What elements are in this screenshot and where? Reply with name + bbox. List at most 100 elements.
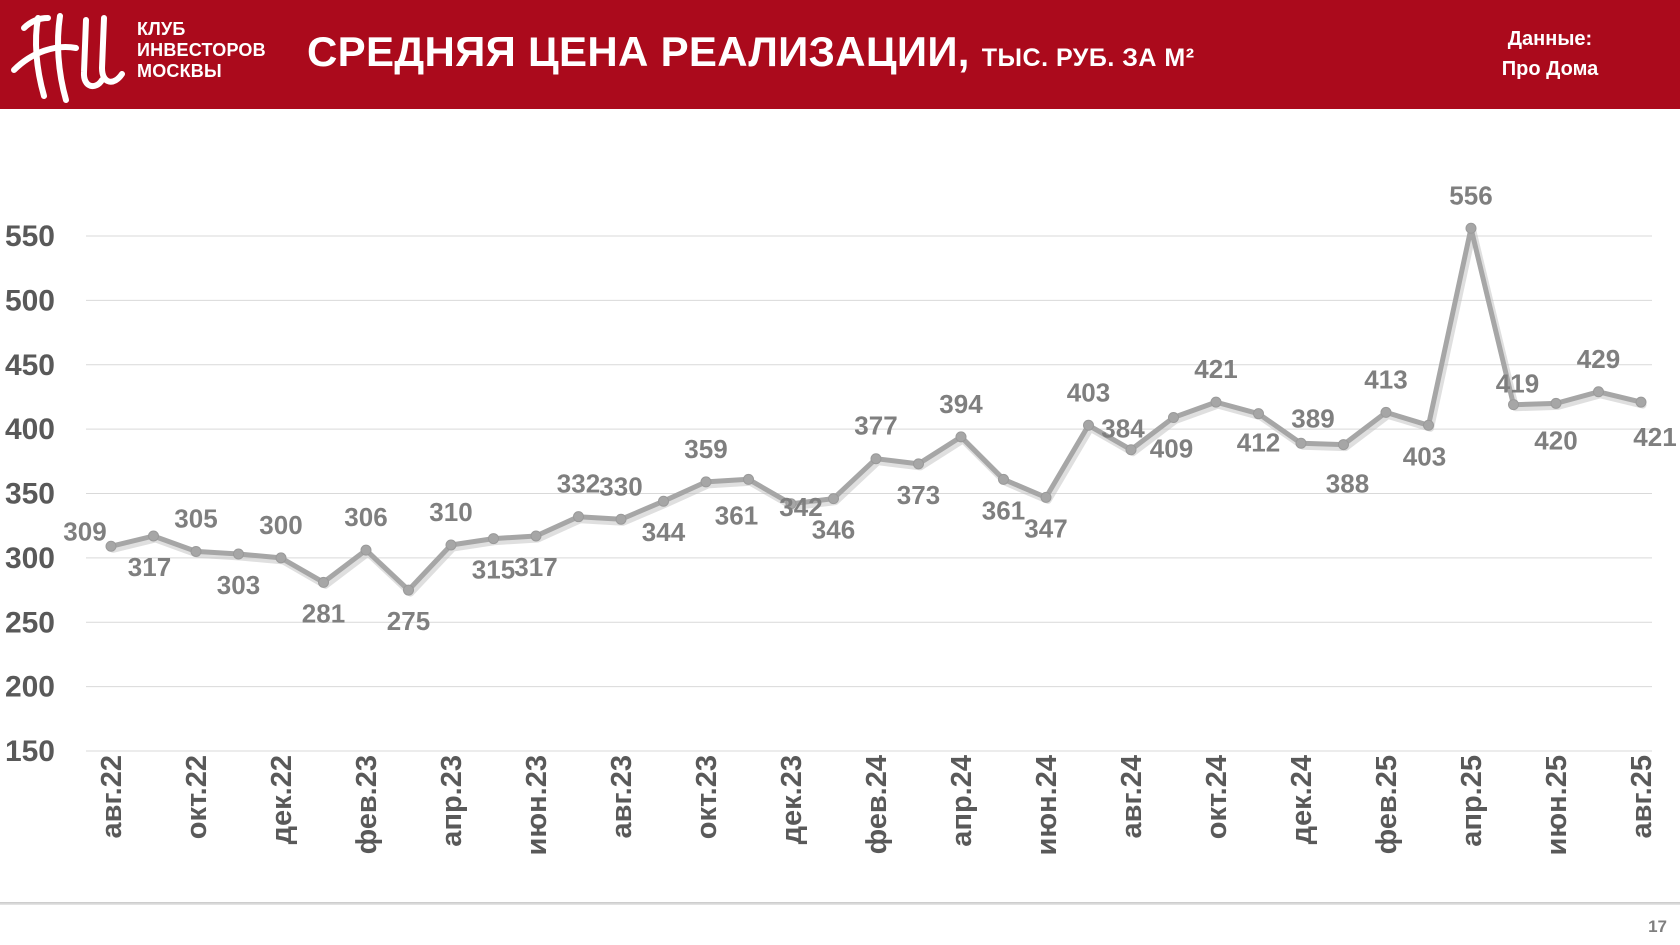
x-tick-label: окт.24 — [1201, 755, 1233, 839]
data-point — [1508, 399, 1519, 411]
y-tick-label: 400 — [5, 413, 55, 446]
data-point — [190, 545, 202, 557]
x-tick-label: авг.22 — [96, 755, 128, 838]
y-tick-label: 150 — [5, 735, 55, 768]
data-label: 420 — [1534, 425, 1577, 455]
data-source-name: Про Дома — [1501, 58, 1599, 80]
data-point — [1380, 406, 1392, 418]
data-label: 310 — [429, 497, 472, 527]
price-line-chart: 150 200 250 300 350 400 450 500 550 авг.22 окт.22 д… — [5, 180, 1677, 855]
y-tick-label: 250 — [5, 606, 55, 639]
data-label: 342 — [779, 492, 822, 522]
data-point — [955, 431, 967, 443]
data-point — [1083, 419, 1094, 431]
data-label: 389 — [1291, 403, 1334, 433]
data-label: 412 — [1237, 428, 1280, 458]
club-name-line-3: МОСКВЫ — [137, 61, 222, 81]
data-label: 332 — [557, 469, 600, 499]
y-tick-label: 450 — [5, 349, 55, 382]
data-point — [743, 473, 754, 485]
data-label: 347 — [1024, 513, 1067, 543]
data-label: 309 — [63, 516, 106, 546]
data-point — [275, 552, 287, 564]
data-point — [1210, 396, 1222, 408]
data-point — [445, 539, 457, 551]
data-label: 413 — [1364, 364, 1407, 394]
x-tick-label: авг.23 — [606, 755, 638, 838]
data-label: 346 — [812, 515, 855, 545]
data-point — [870, 453, 882, 465]
data-label: 330 — [599, 471, 642, 501]
data-point — [403, 584, 414, 596]
slide-title-unit: ТЫС. РУБ. ЗА М² — [981, 44, 1195, 72]
data-label: 421 — [1194, 354, 1237, 384]
data-label: 429 — [1577, 344, 1620, 374]
x-tick-label: июн.23 — [521, 755, 553, 855]
data-label: 315 — [472, 555, 515, 585]
data-label: 556 — [1449, 180, 1492, 210]
y-tick-label: 350 — [5, 478, 55, 511]
data-point — [573, 511, 584, 523]
data-label: 281 — [302, 598, 345, 628]
data-label: 373 — [897, 480, 940, 510]
y-tick-label: 500 — [5, 284, 55, 317]
data-label: 306 — [344, 502, 387, 532]
data-point — [828, 493, 839, 505]
y-tick-label: 300 — [5, 542, 55, 575]
data-point — [1125, 444, 1137, 456]
slide-title-main: СРЕДНЯЯ ЦЕНА РЕАЛИЗАЦИИ, — [307, 28, 970, 75]
x-tick-label: дек.22 — [266, 755, 298, 844]
data-label: 419 — [1496, 369, 1539, 399]
data-label: 403 — [1067, 377, 1110, 407]
x-tick-label: июн.25 — [1541, 755, 1573, 855]
data-label: 344 — [642, 517, 686, 547]
data-label: 361 — [982, 495, 1025, 525]
data-point — [360, 544, 372, 556]
x-tick-label: окт.22 — [181, 755, 213, 839]
data-point — [913, 458, 924, 470]
data-point — [615, 513, 627, 525]
data-point — [1295, 437, 1307, 449]
data-label: 421 — [1633, 422, 1676, 452]
slide-header: КЛУБ ИНВЕСТОРОВ МОСКВЫ СРЕДНЯЯ ЦЕНА РЕАЛ… — [0, 0, 1680, 109]
data-point — [700, 476, 712, 488]
data-label: 384 — [1101, 414, 1145, 444]
x-tick-label: окт.23 — [691, 755, 723, 839]
data-point — [1168, 412, 1179, 424]
data-point — [1635, 396, 1647, 408]
data-point — [148, 530, 159, 542]
data-source: Данные: Про Дома — [1480, 24, 1620, 84]
x-tick-label: авг.24 — [1116, 755, 1148, 838]
x-tick-label: дек.24 — [1286, 755, 1318, 844]
club-name: КЛУБ ИНВЕСТОРОВ МОСКВЫ — [137, 19, 277, 82]
data-label: 377 — [854, 411, 897, 441]
data-label: 317 — [514, 552, 557, 582]
data-label: 300 — [259, 510, 302, 540]
price-line — [108, 225, 1644, 593]
data-label: 403 — [1403, 441, 1446, 471]
club-name-line-2: ИНВЕСТОРОВ — [137, 40, 266, 60]
slide-title: СРЕДНЯЯ ЦЕНА РЕАЛИЗАЦИИ, ТЫС. РУБ. ЗА М² — [307, 28, 1195, 76]
x-tick-label: апр.25 — [1456, 755, 1488, 847]
data-point — [1338, 439, 1349, 451]
x-tick-label: фев.24 — [861, 755, 893, 854]
data-point — [488, 533, 499, 545]
data-label: 394 — [939, 389, 983, 419]
club-name-line-1: КЛУБ — [137, 19, 186, 39]
x-tick-label: фев.23 — [351, 755, 383, 854]
data-point — [998, 473, 1009, 485]
data-point — [1423, 419, 1434, 431]
data-point — [233, 548, 244, 560]
page-number: 17 — [1648, 917, 1667, 936]
data-point — [1550, 397, 1562, 409]
data-point — [1040, 491, 1052, 503]
footer-divider — [0, 902, 1680, 905]
data-source-label: Данные: — [1507, 28, 1593, 50]
data-label: 303 — [217, 570, 260, 600]
x-tick-label: апр.24 — [946, 755, 978, 847]
data-point — [105, 540, 117, 552]
y-tick-label: 200 — [5, 671, 55, 704]
club-logo-icon — [11, 13, 125, 103]
x-tick-label: авг.25 — [1626, 755, 1658, 838]
data-point — [318, 576, 329, 588]
